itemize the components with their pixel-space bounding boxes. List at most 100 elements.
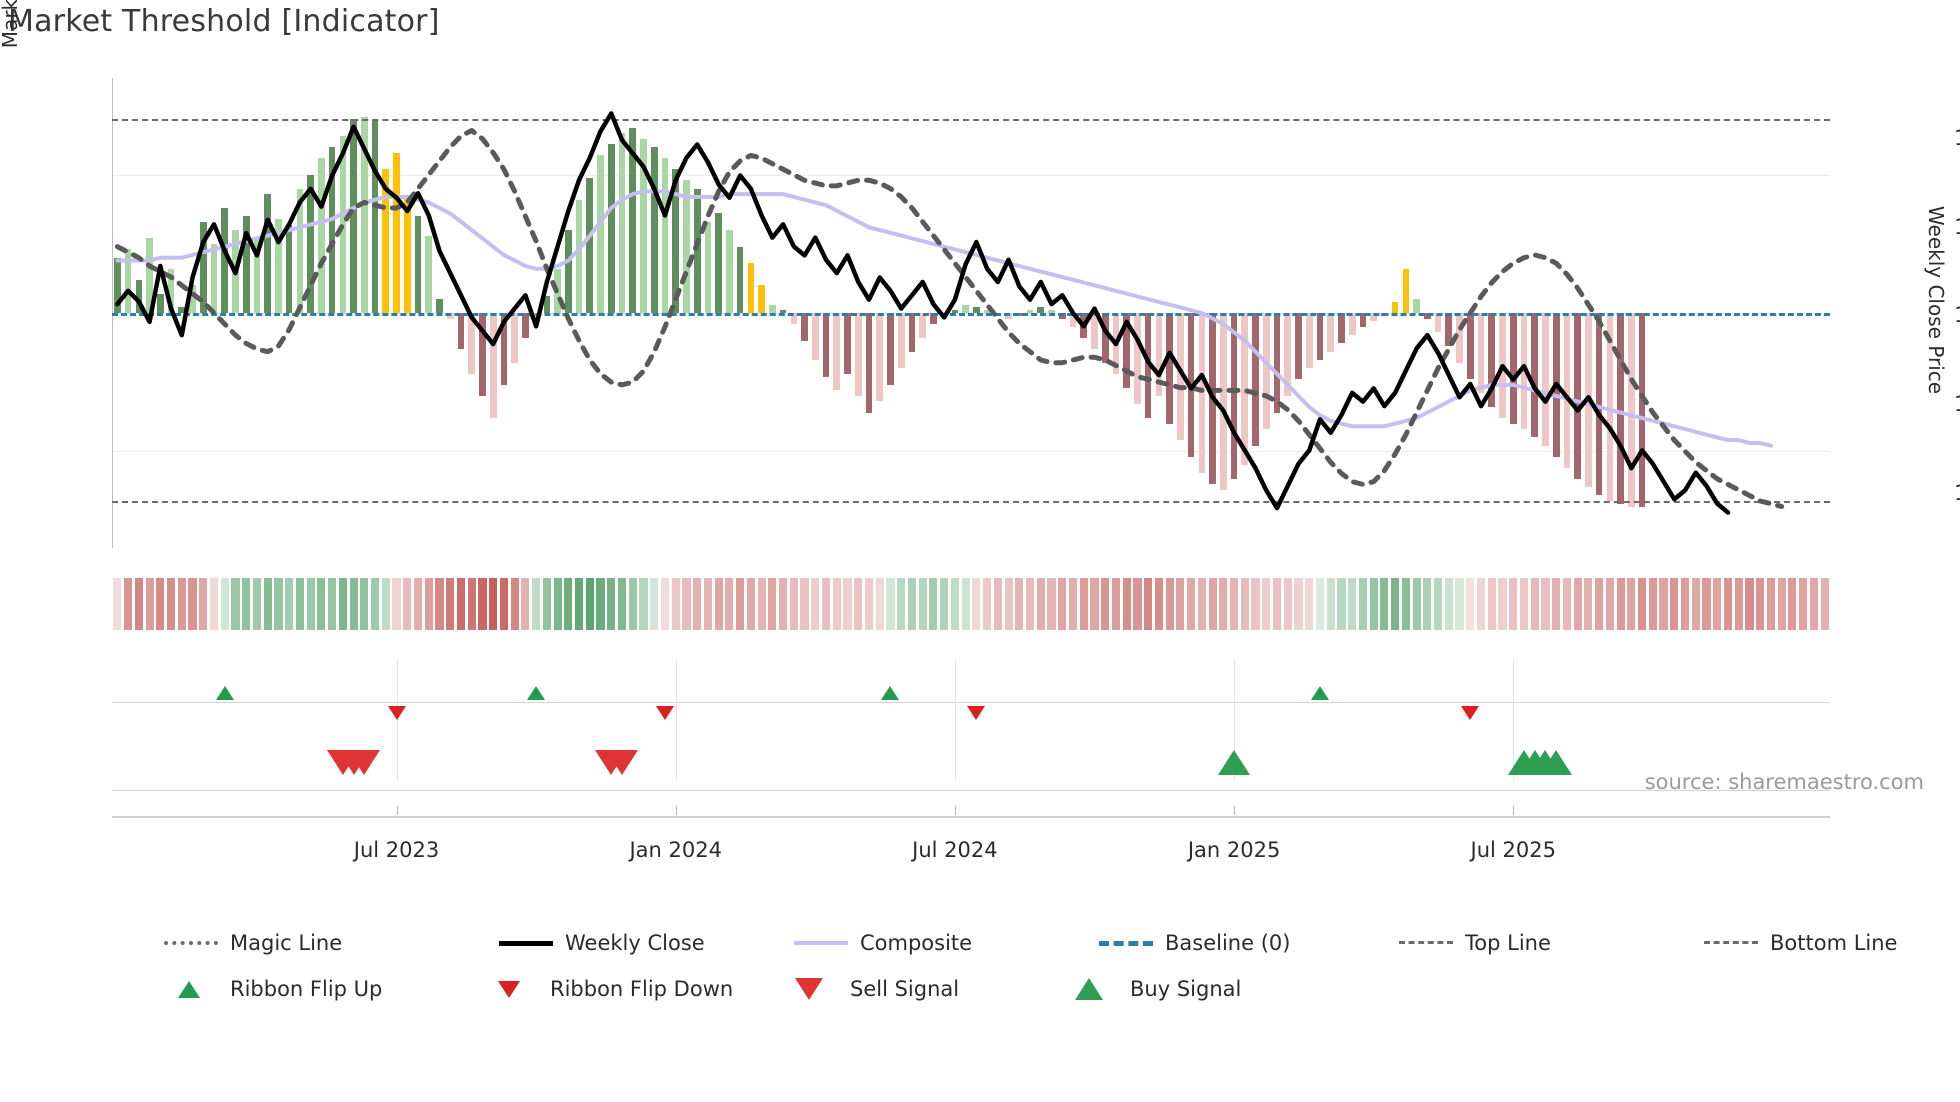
y-tick-right: 110.00 — [1954, 392, 1960, 416]
ribbon-cell — [1627, 578, 1636, 630]
composite-bar — [403, 196, 411, 313]
ribbon-cell — [1305, 578, 1314, 630]
ribbon-cell — [392, 578, 401, 630]
x-tick-label: Jul 2023 — [353, 838, 440, 862]
ribbon-cell — [1702, 578, 1711, 630]
y-tick-right: 100.00 — [1954, 481, 1960, 505]
legend-item[interactable]: Ribbon Flip Up — [160, 966, 382, 1012]
ribbon-cell — [1111, 578, 1121, 630]
legend-item[interactable]: Sell Signal — [780, 966, 959, 1012]
ribbon-cell — [1262, 578, 1271, 630]
legend-item-label: Weekly Close — [565, 931, 705, 955]
ribbon-cell — [1380, 578, 1389, 630]
composite-bar — [983, 310, 991, 313]
composite-bar — [425, 235, 433, 313]
y-axis-left-label: Market Threshold (Composite) — [0, 0, 22, 92]
legend-item[interactable]: Buy Signal — [1060, 966, 1241, 1012]
legend-item-label: Magic Line — [230, 931, 343, 955]
composite-bar — [629, 127, 637, 313]
composite-bar — [854, 313, 862, 396]
ribbon-cell — [1605, 578, 1614, 630]
ribbon-cell — [1799, 578, 1808, 630]
ribbon-cell — [768, 578, 777, 630]
composite-bar — [522, 313, 529, 338]
ribbon-cell — [166, 578, 176, 630]
composite-bar — [640, 138, 647, 313]
legend-item[interactable]: Bottom Line — [1700, 920, 1897, 966]
legend-item[interactable]: Top Line — [1395, 920, 1551, 966]
main-plot-area: 0.50−0.5140.00130.00120.00110.00100.00 — [112, 78, 1960, 548]
ribbon-cell — [1723, 578, 1733, 630]
ribbon-cell — [499, 578, 508, 630]
ribbon-cell — [1144, 578, 1153, 630]
ribbon-cell — [1412, 578, 1421, 630]
composite-bar — [1606, 313, 1614, 501]
composite-bar — [156, 293, 164, 313]
ribbon-cell — [1326, 578, 1335, 630]
legend-item[interactable]: Weekly Close — [495, 920, 705, 966]
ribbon-cell — [1745, 578, 1754, 630]
ribbon-cell — [1315, 578, 1325, 630]
composite-bar — [887, 313, 894, 385]
composite-bar — [1166, 313, 1173, 424]
ribbon-strip — [112, 578, 1830, 630]
magic-line — [114, 128, 1785, 510]
composite-bar — [307, 174, 314, 313]
x-tick-label: Jul 2024 — [912, 838, 998, 862]
ribbon-flip-down-marker — [387, 706, 406, 720]
composite-bar — [833, 313, 841, 391]
ribbon-cell — [1509, 578, 1518, 630]
marker-vertical-tick — [954, 660, 956, 780]
ribbon-cell — [456, 578, 466, 630]
composite-bar — [1123, 313, 1131, 388]
composite-bar — [779, 310, 787, 313]
ribbon-cell — [950, 578, 959, 630]
composite-bar — [1434, 313, 1442, 333]
ribbon-cell — [800, 578, 809, 630]
ribbon-cell — [983, 578, 992, 630]
ribbon-cell — [1487, 578, 1496, 630]
ribbon-cell — [381, 578, 390, 630]
composite-bar — [1327, 313, 1335, 352]
ribbon-cell — [1616, 578, 1625, 630]
composite-bar — [1252, 313, 1259, 446]
composite-bar — [565, 230, 572, 313]
ribbon-cell — [413, 578, 423, 630]
ribbon-cell — [1519, 578, 1529, 630]
composite-bar — [221, 207, 229, 313]
ribbon-cell — [1391, 578, 1400, 630]
ribbon-cell — [177, 578, 186, 630]
ribbon-cell — [1122, 578, 1131, 630]
legend-line-icon — [164, 941, 218, 945]
composite-bar — [801, 313, 808, 341]
ribbon-cell — [940, 578, 949, 630]
composite-bar — [350, 119, 357, 313]
ribbon-flip-up-marker — [527, 686, 546, 700]
composite-bar — [264, 194, 272, 313]
ribbon-cell — [650, 578, 659, 630]
composite-bar — [672, 169, 680, 313]
composite-bar — [758, 285, 765, 313]
ribbon-cell — [1444, 578, 1453, 630]
composite-bar — [1477, 313, 1485, 394]
gridline-y — [112, 174, 1830, 176]
ribbon-cell — [532, 578, 541, 630]
top-line — [112, 119, 1830, 122]
legend-item[interactable]: Baseline (0) — [1095, 920, 1290, 966]
composite-bar — [210, 243, 218, 313]
ribbon-cell — [1240, 578, 1249, 630]
ribbon-cell — [446, 578, 455, 630]
legend-item[interactable]: Composite — [790, 920, 972, 966]
composite-bar — [865, 313, 873, 413]
composite-bar — [962, 304, 969, 313]
composite-bar — [189, 285, 196, 313]
ribbon-cell — [682, 578, 691, 630]
composite-bar — [479, 313, 486, 396]
ribbon-cell — [199, 578, 208, 630]
source-attribution: source: sharemaestro.com — [1644, 770, 1924, 794]
legend-item-label: Top Line — [1465, 931, 1551, 955]
legend-item[interactable]: Magic Line — [160, 920, 342, 966]
legend-item[interactable]: Ribbon Flip Down — [480, 966, 733, 1012]
composite-bar — [414, 216, 422, 313]
ribbon-cell — [1713, 578, 1722, 630]
